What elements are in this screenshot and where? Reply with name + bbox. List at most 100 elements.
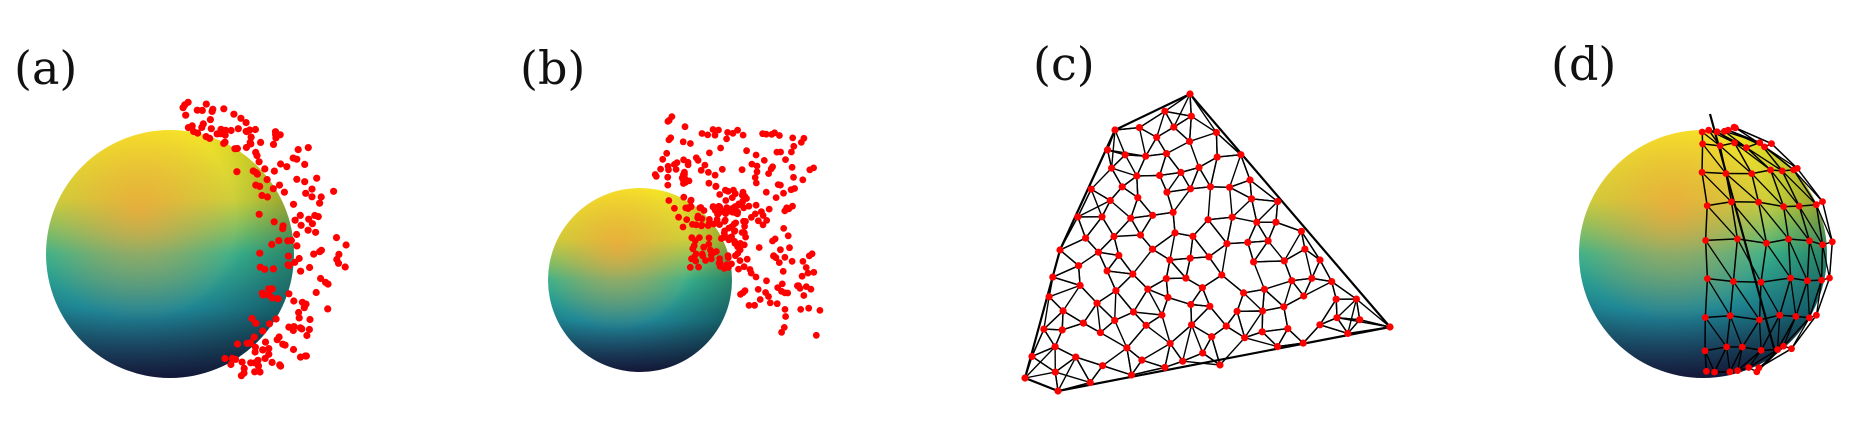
- mesh-edge: [1147, 288, 1169, 299]
- mesh-edge: [1795, 280, 1809, 317]
- point: [731, 239, 739, 247]
- point: [290, 297, 298, 305]
- point: [760, 157, 768, 164]
- point: [295, 254, 303, 263]
- point: [270, 218, 278, 226]
- point: [673, 159, 681, 167]
- point: [249, 167, 257, 175]
- point: [275, 237, 283, 245]
- mesh-edge: [1231, 198, 1253, 218]
- point: [268, 294, 276, 302]
- point: [1698, 128, 1706, 136]
- mesh-edge: [1111, 167, 1138, 177]
- mesh-edge: [1219, 337, 1246, 366]
- mesh-edge: [1704, 350, 1708, 372]
- point: [754, 286, 762, 293]
- point: [812, 331, 820, 339]
- point: [743, 255, 751, 263]
- mesh-edge: [1769, 169, 1785, 207]
- point: [723, 135, 730, 143]
- mesh-edge: [1054, 356, 1077, 373]
- point: [740, 263, 748, 271]
- point: [735, 265, 742, 273]
- point: [1051, 343, 1059, 351]
- point: [276, 131, 284, 139]
- point: [269, 265, 277, 273]
- point: [332, 234, 341, 242]
- point: [228, 354, 236, 362]
- point: [242, 119, 250, 127]
- mesh-edge: [1031, 355, 1056, 373]
- point: [1111, 126, 1119, 134]
- point: [1299, 339, 1307, 347]
- point: [296, 324, 304, 332]
- point: [1049, 273, 1057, 281]
- mesh-edge: [1189, 167, 1200, 190]
- point: [317, 193, 325, 201]
- point: [777, 181, 784, 189]
- point: [697, 166, 705, 174]
- point: [720, 265, 728, 272]
- point: [1819, 198, 1826, 206]
- point: [740, 204, 748, 212]
- mesh-edge: [1188, 116, 1192, 142]
- mesh-edge: [1085, 216, 1103, 239]
- point: [698, 222, 705, 230]
- point: [804, 269, 812, 277]
- point: [1138, 356, 1146, 364]
- point: [1768, 140, 1775, 148]
- point: [772, 194, 780, 202]
- point: [1288, 277, 1296, 285]
- point: [1716, 142, 1724, 150]
- point: [722, 210, 730, 218]
- mesh-edge: [1096, 302, 1116, 321]
- mesh-edge: [1336, 298, 1357, 319]
- mesh-edge: [1189, 93, 1391, 328]
- point: [780, 225, 788, 232]
- mesh-edge: [1821, 244, 1831, 279]
- mesh-edge: [1096, 290, 1117, 304]
- point: [770, 252, 778, 260]
- point: [1705, 126, 1713, 134]
- point: [1699, 140, 1706, 148]
- point: [763, 277, 770, 285]
- point: [1213, 153, 1221, 161]
- point: [1127, 371, 1136, 379]
- point: [303, 331, 311, 340]
- point: [711, 171, 719, 179]
- point: [1166, 339, 1174, 348]
- point: [789, 202, 796, 210]
- mesh-edge: [1707, 277, 1734, 283]
- point: [788, 163, 796, 171]
- mesh-edge: [1090, 167, 1113, 190]
- mesh-edge: [1770, 143, 1798, 169]
- point: [276, 361, 284, 369]
- point: [1300, 292, 1308, 300]
- mesh-edge: [1221, 243, 1228, 276]
- mesh-edge: [1161, 314, 1171, 344]
- point: [1093, 299, 1101, 307]
- point: [1149, 211, 1157, 219]
- point: [1106, 196, 1114, 205]
- point: [182, 111, 190, 119]
- point: [206, 134, 214, 142]
- point: [265, 320, 274, 328]
- mesh-edge: [1808, 279, 1823, 319]
- point: [1356, 316, 1364, 324]
- mesh-edge: [1109, 199, 1132, 219]
- point: [698, 250, 706, 258]
- point: [256, 182, 264, 190]
- point: [1284, 325, 1292, 333]
- point: [251, 343, 259, 351]
- point: [668, 113, 676, 120]
- mesh-edge: [1828, 241, 1834, 279]
- point: [1755, 364, 1763, 372]
- mesh-edge: [1221, 274, 1245, 294]
- mesh-edge: [1734, 142, 1771, 171]
- point: [1144, 285, 1152, 293]
- point: [297, 267, 305, 275]
- point: [1204, 216, 1212, 224]
- point: [1756, 139, 1764, 147]
- point: [1757, 346, 1765, 354]
